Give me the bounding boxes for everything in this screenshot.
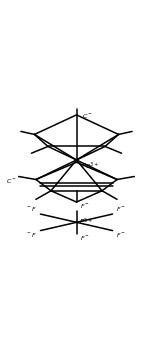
Text: $Fe^{3+}$: $Fe^{3+}$ [81,161,99,172]
Text: $^-F$: $^-F$ [26,205,37,213]
Text: $F^-$: $F^-$ [116,205,126,213]
Text: $C^-$: $C^-$ [6,177,17,185]
Text: $P^{5+}$: $P^{5+}$ [79,217,93,228]
Text: $F^-$: $F^-$ [80,202,90,210]
Text: $F^-$: $F^-$ [80,234,90,243]
Text: $F^-$: $F^-$ [116,231,126,239]
Text: $^-F$: $^-F$ [26,231,37,239]
Text: $C^-$: $C^-$ [82,112,93,120]
